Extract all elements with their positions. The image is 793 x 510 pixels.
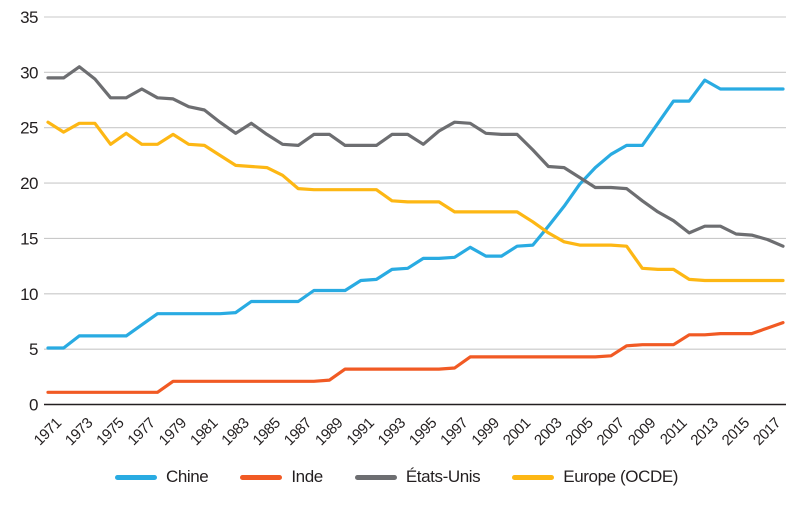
x-axis-label: 1989 — [312, 415, 346, 449]
x-axis-label: 2007 — [594, 415, 628, 449]
x-axis-label: 2009 — [625, 415, 659, 449]
series-line-chine — [46, 78, 785, 350]
x-axis-label: 2013 — [687, 415, 721, 449]
x-axis-label: 1975 — [93, 415, 127, 449]
legend-item-chine: Chine — [114, 467, 209, 487]
x-axis-label: 1973 — [62, 415, 96, 449]
series-line-europe-ocde — [46, 120, 785, 283]
x-axis-label: 1991 — [343, 415, 377, 449]
legend-label: Chine — [165, 467, 209, 486]
x-axis-label: 1997 — [437, 415, 471, 449]
y-axis-label: 25 — [20, 119, 38, 138]
x-axis-label: 1985 — [250, 415, 284, 449]
legend-line-swatch — [114, 474, 157, 480]
x-axis-label: 2015 — [719, 415, 753, 449]
x-axis-label: 2011 — [657, 415, 691, 449]
y-axis-label: 15 — [20, 229, 38, 248]
legend-item-inde: Inde — [240, 467, 323, 487]
legend-line-swatch — [512, 474, 555, 480]
series-line-tats-unis — [46, 65, 785, 248]
x-axis-label: 1995 — [406, 415, 440, 449]
y-axis-label: 0 — [29, 396, 38, 415]
legend-label: Europe (OCDE) — [563, 467, 679, 486]
legend-line-swatch — [354, 474, 397, 480]
chart-legend: Chine Inde États-Unis Europe (OCDE) — [0, 467, 793, 487]
x-axis-label: 1983 — [218, 415, 252, 449]
x-axis-label: 1981 — [187, 415, 221, 449]
y-axis-label: 5 — [29, 340, 38, 359]
x-axis-label: 1987 — [281, 415, 315, 449]
legend-label: Inde — [291, 467, 323, 486]
series-line-inde — [46, 321, 785, 394]
x-axis-label: 2017 — [750, 415, 784, 449]
x-axis-label: 2003 — [531, 415, 565, 449]
legend-line-swatch — [240, 474, 283, 480]
legend-item-tats-unis: États-Unis — [354, 467, 481, 487]
legend-item-europe-ocde: Europe (OCDE) — [512, 467, 678, 487]
y-axis-label: 30 — [20, 63, 38, 82]
x-axis-label: 2005 — [562, 415, 596, 449]
y-axis-label: 35 — [20, 8, 38, 27]
y-axis-label: 20 — [20, 174, 38, 193]
x-axis-label: 1999 — [468, 415, 502, 449]
legend-label: États-Unis — [405, 467, 481, 486]
x-axis-label: 1993 — [375, 415, 409, 449]
x-axis-label: 2001 — [500, 415, 534, 449]
y-axis-label: 10 — [20, 285, 38, 304]
x-axis-label: 1971 — [31, 415, 65, 449]
x-axis-label: 1979 — [156, 415, 190, 449]
x-axis-label: 1977 — [124, 415, 158, 449]
